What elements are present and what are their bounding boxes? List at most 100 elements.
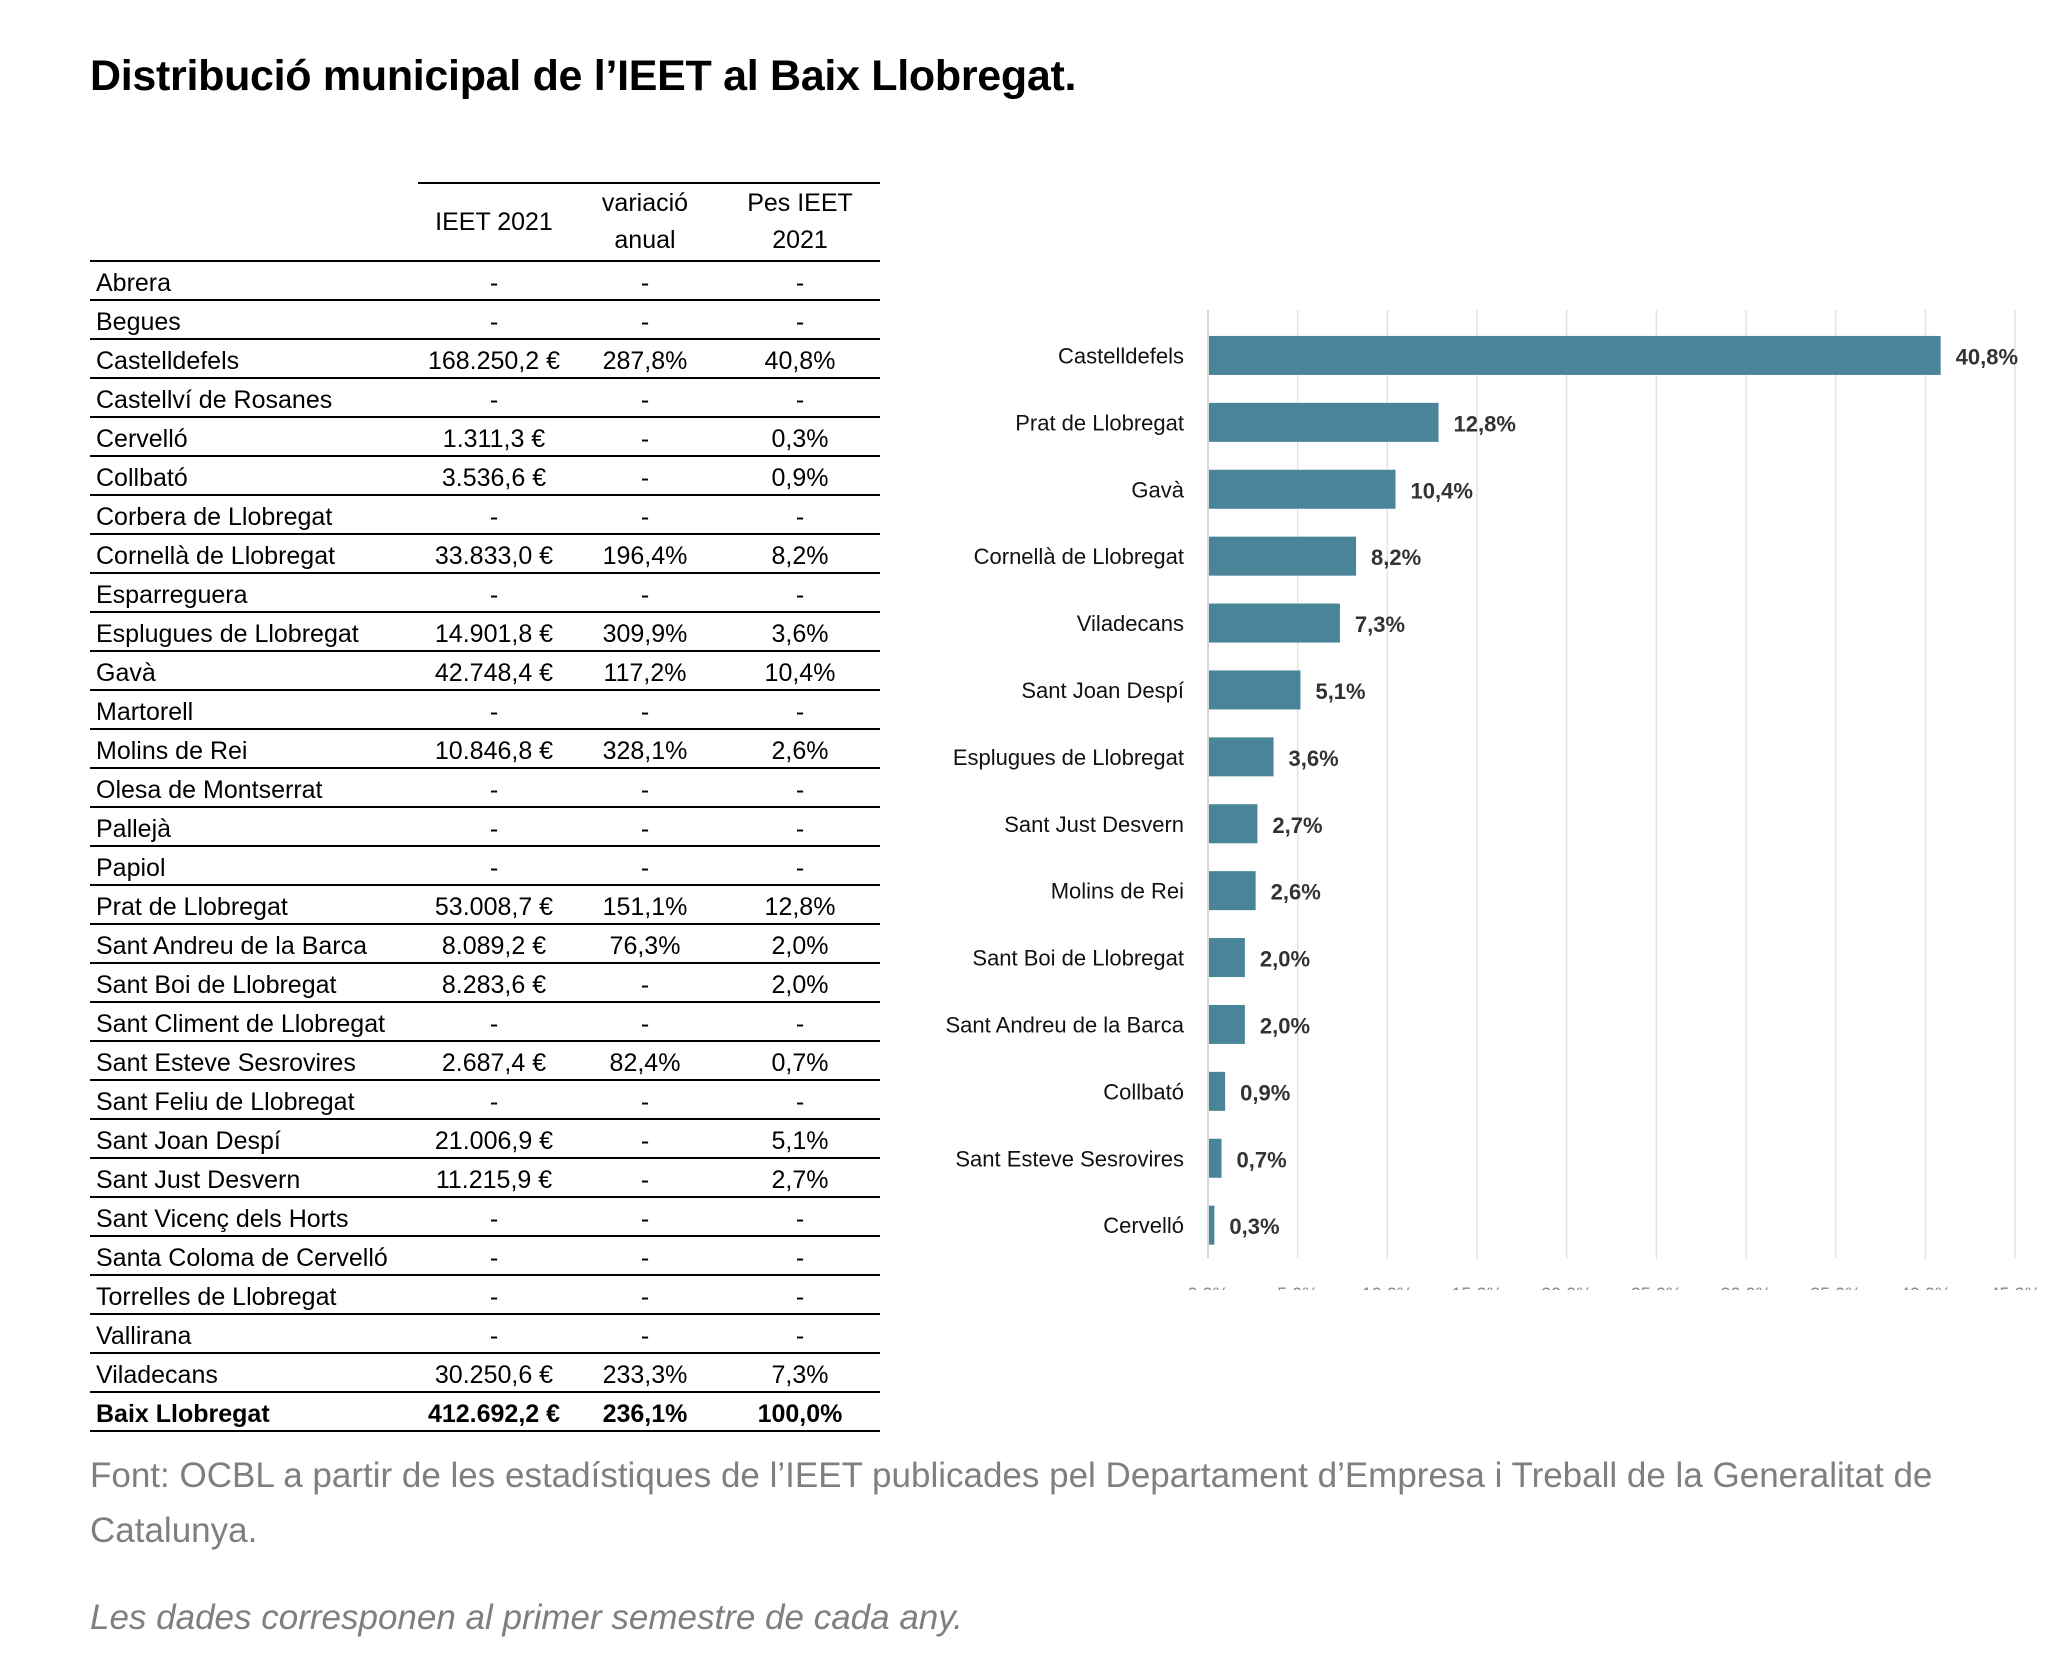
municipality-cell: Sant Esteve Sesrovires [90,1041,418,1081]
x-tick-label: 5,0% [1277,1285,1318,1290]
data-label: 0,9% [1240,1080,1290,1105]
municipality-cell: Sant Just Desvern [90,1158,418,1198]
table-row: Sant Feliu de Llobregat - - - [90,1080,880,1120]
table-row: Sant Esteve Sesrovires 2.687,4 €82,4% 0,7% [90,1041,880,1081]
header-municipality [90,183,418,262]
ieet-cell: 33.833,0 € [418,534,570,574]
municipality-cell: Gavà [90,651,418,691]
ieet-table: IEET 2021 variació anual Pes IEET 2021 Abr… [90,182,880,1432]
weight-cell: - [720,846,880,886]
source-note: Font: OCBL a partir de les estadístiques… [90,1456,1933,1550]
ieet-cell: - [418,690,570,730]
data-label: 3,6% [1289,746,1339,771]
variation-cell: - [570,378,720,418]
table-row: Sant Andreu de la Barca 8.089,2 €76,3% 2,0… [90,924,880,964]
ieet-cell: - [418,1236,570,1276]
x-tick-label: 40,0% [1900,1285,1951,1290]
ieet-cell: - [418,768,570,808]
table-row: Abrera - - - [90,261,880,301]
municipality-cell: Martorell [90,690,418,730]
bar [1209,603,1340,643]
weight-cell: - [720,1002,880,1042]
table-row: Molins de Rei 10.846,8 €328,1% 2,6% [90,729,880,769]
municipality-cell: Sant Joan Despí [90,1119,418,1159]
municipality-cell: Esparreguera [90,573,418,613]
category-label: Collbató [1103,1079,1184,1104]
table-row: Sant Joan Despí 21.006,9 € -5,1% [90,1119,880,1159]
table-row: Cervelló 1.311,3 € -0,3% [90,417,880,457]
variation-cell: - [570,690,720,730]
variation-cell: - [570,807,720,847]
municipality-cell: Begues [90,300,418,340]
municipality-cell: Collbató [90,456,418,496]
table-row: Begues - - - [90,300,880,340]
weight-cell: 0,9% [720,456,880,496]
weight-cell: - [720,1236,880,1276]
variation-cell: - [570,261,720,301]
bar [1209,469,1396,509]
bar [1209,871,1256,911]
x-tick-label: 20,0% [1541,1285,1592,1290]
variation-cell: - [570,1314,720,1354]
ieet-cell: - [418,1314,570,1354]
weight-cell: - [720,300,880,340]
table-row: Prat de Llobregat 53.008,7 €151,1% 12,8% [90,885,880,925]
ieet-cell: - [418,807,570,847]
weight-cell: 7,3% [720,1353,880,1393]
bar [1209,1138,1222,1178]
x-tick-label: 25,0% [1631,1285,1682,1290]
ieet-cell: - [418,846,570,886]
data-label: 0,3% [1229,1214,1279,1239]
category-label: Cervelló [1103,1213,1184,1238]
variation-cell: - [570,1197,720,1237]
ieet-cell: 14.901,8 € [418,612,570,652]
bar [1209,737,1274,777]
table-row: Corbera de Llobregat - - - [90,495,880,535]
data-label: 0,7% [1237,1147,1287,1172]
weight-cell: 0,7% [720,1041,880,1081]
ieet-cell: - [418,378,570,418]
municipality-cell: Cervelló [90,417,418,457]
ieet-cell: - [418,261,570,301]
footnote: Les dades corresponen al primer semestre… [90,1598,963,1637]
category-labels: Castelldefels Prat de Llobregat Gavà Cornel… [946,343,1185,1238]
data-label: 2,0% [1260,1013,1310,1038]
table-row: Viladecans 30.250,6 €233,3% 7,3% [90,1353,880,1393]
ieet-cell: - [418,1275,570,1315]
variation-cell: - [570,1158,720,1198]
data-label: 7,3% [1355,612,1405,637]
data-label: 12,8% [1454,411,1516,436]
variation-cell: 82,4% [570,1041,720,1081]
category-label: Sant Boi de Llobregat [972,946,1184,971]
table-row: Castelldefels 168.250,2 €287,8% 40,8% [90,339,880,379]
table-row: Esplugues de Llobregat 14.901,8 €309,9% 3,… [90,612,880,652]
variation-cell: - [570,1236,720,1276]
table-row: Gavà 42.748,4 €117,2% 10,4% [90,651,880,691]
weight-cell: 40,8% [720,339,880,379]
weight-cell: - [720,1275,880,1315]
municipality-cell: Molins de Rei [90,729,418,769]
ieet-cell: 21.006,9 € [418,1119,570,1159]
variation-cell: - [570,1275,720,1315]
ieet-cell: 3.536,6 € [418,456,570,496]
weight-cell: - [720,807,880,847]
municipality-cell: Sant Andreu de la Barca [90,924,418,964]
ieet-cell: 10.846,8 € [418,729,570,769]
variation-cell: 117,2% [570,651,720,691]
variation-cell: - [570,456,720,496]
ieet-cell: 8.283,6 € [418,963,570,1003]
weight-cell: 2,6% [720,729,880,769]
weight-cell: - [720,261,880,301]
table-row: Martorell - - - [90,690,880,730]
category-label: Sant Esteve Sesrovires [955,1146,1184,1171]
table-row: Sant Just Desvern 11.215,9 € -2,7% [90,1158,880,1198]
variation-cell: - [570,300,720,340]
category-label: Sant Andreu de la Barca [946,1012,1185,1037]
bar [1209,670,1301,710]
table-row: Collbató 3.536,6 € -0,9% [90,456,880,496]
ieet-cell: 8.089,2 € [418,924,570,964]
municipality-cell: Sant Climent de Llobregat [90,1002,418,1042]
bar [1209,335,1941,375]
variation-cell: - [570,573,720,613]
data-label: 40,8% [1956,344,2018,369]
